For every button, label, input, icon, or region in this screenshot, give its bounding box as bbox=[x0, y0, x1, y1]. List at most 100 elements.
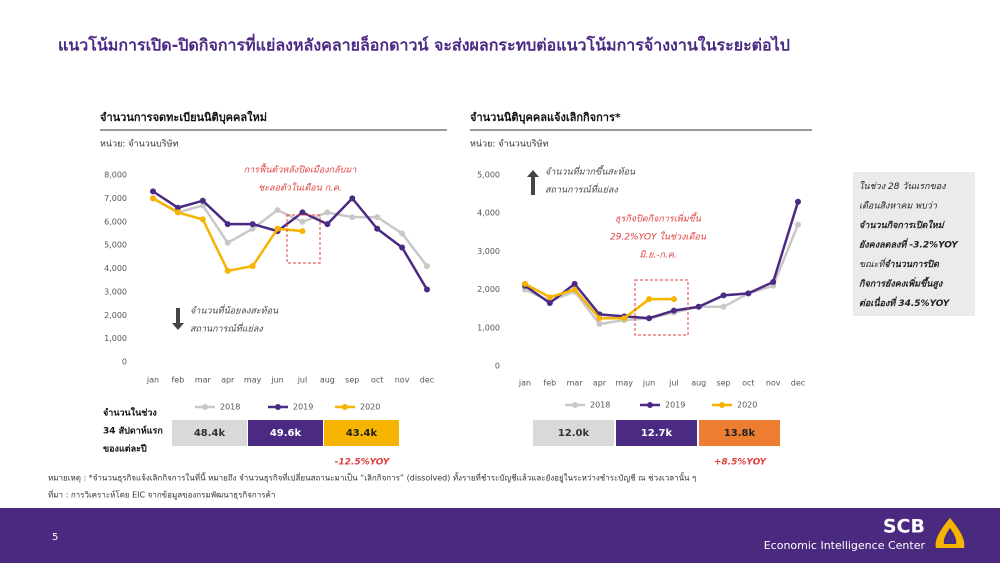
logo-subtitle: Economic Intelligence Center bbox=[764, 539, 926, 552]
data-point bbox=[150, 188, 156, 195]
side-note-segment: กิจการยังคงเพิ่มขึ้นสูง bbox=[859, 276, 944, 289]
side-note-line: เดือนสิงหาคม พบว่า bbox=[859, 200, 938, 211]
data-point bbox=[596, 315, 603, 322]
data-point bbox=[399, 230, 406, 237]
data-point bbox=[695, 303, 702, 310]
data-point bbox=[424, 263, 430, 270]
summary-box bbox=[248, 420, 323, 446]
data-point bbox=[274, 207, 281, 214]
data-point bbox=[720, 303, 727, 310]
series-line bbox=[152, 190, 429, 291]
footer-band bbox=[0, 508, 1000, 563]
legend-label: 2018 bbox=[590, 401, 610, 410]
data-point bbox=[571, 286, 578, 293]
y-tick-label: 0 bbox=[122, 358, 127, 367]
annotation: ชะลอตัวในเดือน ก.ค. bbox=[258, 182, 342, 194]
highlight-box bbox=[634, 279, 689, 336]
summary-box bbox=[616, 420, 697, 446]
data-point bbox=[795, 221, 801, 228]
legend-label: 2019 bbox=[665, 401, 685, 410]
data-point bbox=[795, 198, 801, 205]
side-note-segment: จำนวนกิจการเปิดใหม่ bbox=[859, 219, 946, 231]
x-tick-label: mar bbox=[195, 376, 212, 385]
x-tick-label: jun bbox=[642, 379, 655, 388]
summary-change: +8.5%YOY bbox=[714, 458, 768, 468]
side-note-segment: ขณะที่ bbox=[859, 257, 886, 270]
arrow-head bbox=[527, 170, 539, 177]
data-point bbox=[224, 267, 231, 274]
y-tick-label: 2,000 bbox=[104, 311, 127, 320]
data-point bbox=[374, 214, 381, 221]
annotation: สถานการณ์ที่แย่ลง bbox=[190, 322, 263, 335]
side-note-segment: ยังคงลดลงที่ -3.2%YOY bbox=[859, 237, 959, 250]
summary-box bbox=[533, 420, 614, 446]
data-point bbox=[349, 214, 356, 221]
data-point bbox=[596, 320, 603, 327]
legend-label: 2019 bbox=[293, 403, 313, 412]
annotation: สถานการณ์ที่แย่ลง bbox=[545, 183, 618, 196]
y-tick-label: 4,000 bbox=[104, 264, 127, 273]
data-point bbox=[199, 216, 206, 223]
summary-value: 13.8k bbox=[724, 428, 756, 439]
unit-label: หน่วย: จำนวนบริษัท bbox=[100, 139, 178, 150]
y-tick-label: 2,000 bbox=[477, 285, 500, 294]
y-tick-label: 5,000 bbox=[477, 171, 500, 180]
slide-title: แนวโน้มการเปิด-ปิดกิจการที่แย่ลงหลังคลาย… bbox=[58, 34, 790, 55]
summary-box bbox=[699, 420, 780, 446]
data-point bbox=[174, 204, 181, 211]
data-point bbox=[374, 225, 381, 232]
summary-label: ของแต่ละปี bbox=[103, 444, 147, 455]
x-tick-label: sep bbox=[345, 376, 359, 385]
legend-marker bbox=[342, 404, 348, 410]
data-point bbox=[546, 299, 553, 306]
data-point bbox=[249, 221, 256, 228]
y-tick-label: 3,000 bbox=[104, 287, 127, 296]
data-point bbox=[174, 209, 181, 216]
annotation: จำนวนที่มากขึ้นสะท้อน bbox=[545, 165, 636, 178]
annotation: มิ.ย.-ก.ค. bbox=[639, 250, 676, 261]
x-tick-label: jan bbox=[518, 379, 531, 388]
x-tick-label: feb bbox=[543, 379, 556, 388]
data-point bbox=[299, 218, 306, 225]
chart-title: จำนวนนิติบุคคลแจ้งเลิกกิจการ* bbox=[470, 111, 621, 125]
y-tick-label: 1,000 bbox=[104, 334, 127, 343]
data-point bbox=[349, 195, 356, 202]
x-tick-label: dec bbox=[791, 379, 805, 388]
data-point bbox=[621, 315, 628, 322]
legend-marker bbox=[202, 404, 208, 410]
summary-value: 49.6k bbox=[270, 428, 302, 439]
data-point bbox=[571, 280, 578, 287]
data-point bbox=[546, 294, 553, 301]
side-note-line: จำนวนกิจการเปิดใหม่ bbox=[859, 219, 946, 231]
side-note-box bbox=[853, 172, 975, 316]
x-tick-label: oct bbox=[371, 376, 383, 385]
legend-label: 2020 bbox=[737, 401, 757, 410]
data-point bbox=[299, 209, 306, 216]
side-note-segment: จำนวนการปิด bbox=[884, 259, 940, 270]
data-point bbox=[399, 244, 406, 251]
side-note-segment: ในช่วง 28 วันแรกของ bbox=[859, 180, 946, 192]
data-point bbox=[670, 296, 677, 303]
data-point bbox=[199, 197, 206, 204]
side-note-line: ยังคงลดลงที่ -3.2%YOY bbox=[859, 237, 959, 250]
arrow-head bbox=[172, 323, 184, 330]
series-line bbox=[524, 201, 800, 320]
data-point bbox=[720, 292, 727, 299]
x-tick-label: dec bbox=[420, 376, 434, 385]
data-point bbox=[299, 228, 306, 235]
y-tick-label: 6,000 bbox=[104, 217, 127, 226]
x-tick-label: feb bbox=[171, 376, 184, 385]
summary-value: 48.4k bbox=[194, 428, 226, 439]
x-tick-label: apr bbox=[221, 376, 235, 385]
summary-change: -12.5%YOY bbox=[335, 458, 391, 468]
data-point bbox=[150, 195, 156, 202]
logo-name: SCB bbox=[883, 516, 925, 538]
data-point bbox=[670, 307, 677, 314]
y-tick-label: 1,000 bbox=[477, 323, 500, 332]
summary-value: 12.0k bbox=[558, 428, 590, 439]
data-point bbox=[249, 263, 256, 270]
summary-value: 12.7k bbox=[641, 428, 673, 439]
data-point bbox=[522, 280, 528, 287]
legend-marker bbox=[719, 402, 725, 408]
